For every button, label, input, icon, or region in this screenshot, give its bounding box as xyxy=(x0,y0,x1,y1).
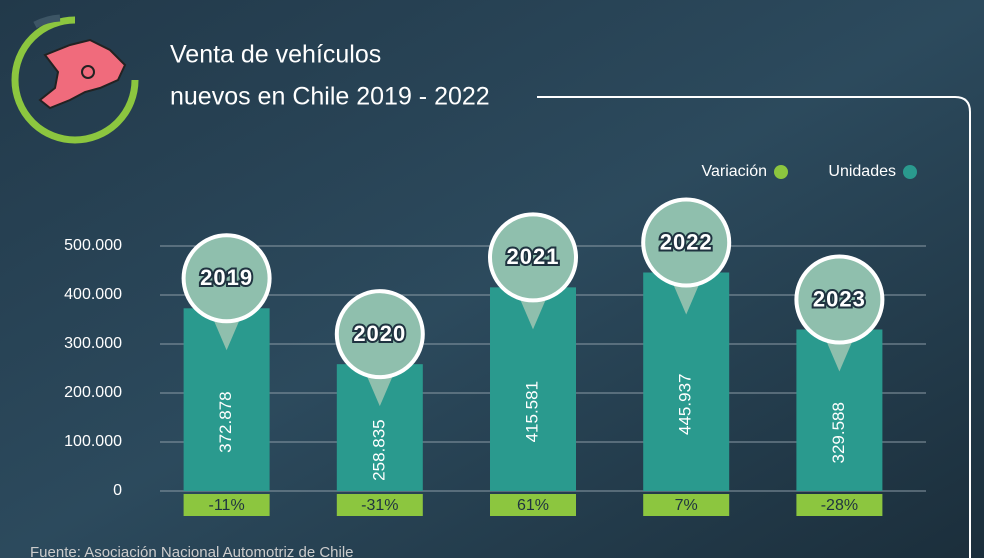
legend-label: Unidades xyxy=(828,163,896,180)
variation-label: 7% xyxy=(675,497,698,514)
y-tick-label: 200.000 xyxy=(64,384,122,401)
value-label: 258.835 xyxy=(369,419,388,480)
variation-label: -11% xyxy=(209,497,245,514)
variation-label: -31% xyxy=(361,497,398,514)
chart: Venta de vehículos nuevos en Chile 2019 … xyxy=(0,0,984,558)
y-tick-label: 0 xyxy=(113,482,122,499)
y-tick-label: 100.000 xyxy=(64,433,122,450)
x-tick-label: 2023 xyxy=(813,286,866,311)
legend-marker xyxy=(903,165,917,179)
x-tick-label: 2019 xyxy=(200,265,253,290)
legend-label: Variación xyxy=(701,163,767,180)
value-label: 329.588 xyxy=(829,402,848,463)
legend-marker xyxy=(774,165,788,179)
value-label: 415.581 xyxy=(522,381,541,442)
source: Fuente: Asociación Nacional Automotriz d… xyxy=(30,544,354,558)
title: nuevos en Chile 2019 - 2022 xyxy=(170,83,490,111)
value-label: 445.937 xyxy=(676,374,695,435)
title: Venta de vehículos xyxy=(170,41,381,69)
variation-label: 61% xyxy=(517,497,549,514)
y-tick-label: 500.000 xyxy=(64,237,122,254)
variation-label: -28% xyxy=(821,497,858,514)
y-tick-label: 400.000 xyxy=(64,286,122,303)
x-tick-label: 2020 xyxy=(353,321,406,346)
value-label: 372.878 xyxy=(216,391,235,452)
x-tick-label: 2022 xyxy=(660,229,713,254)
y-tick-label: 300.000 xyxy=(64,335,122,352)
x-tick-label: 2021 xyxy=(507,244,560,269)
